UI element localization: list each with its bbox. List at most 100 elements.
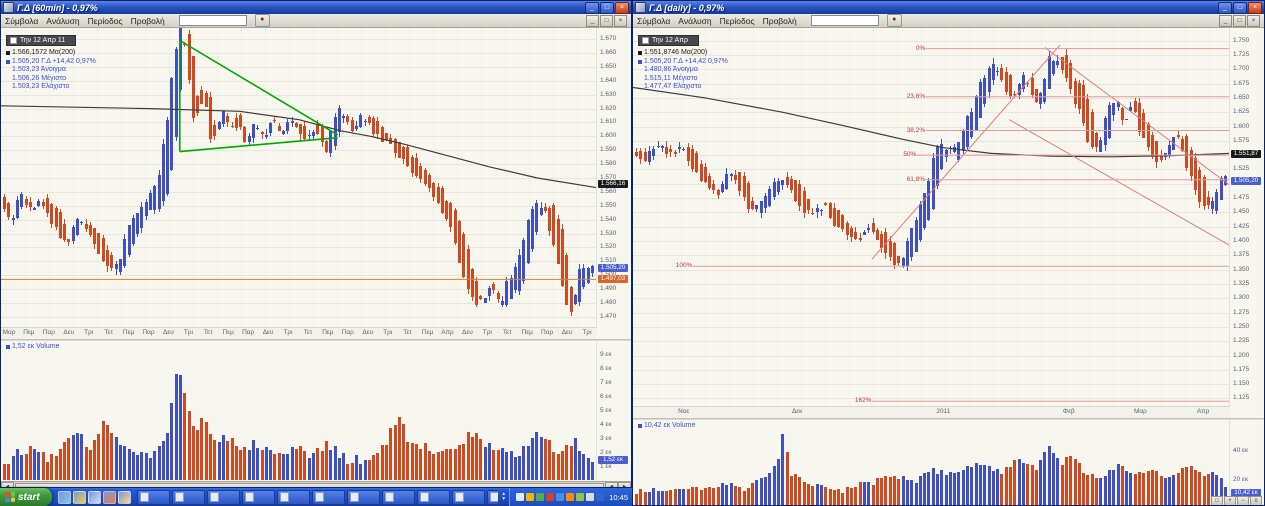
volume-bar	[530, 438, 534, 480]
chart-task-button[interactable]	[206, 489, 240, 505]
taskbar-scroll-arrows[interactable]: ▲ ▼	[501, 492, 506, 502]
start-button[interactable]: start	[0, 488, 52, 506]
grid-line	[873, 28, 874, 407]
zoom-in-button[interactable]: +	[1224, 496, 1236, 505]
tray-icon[interactable]	[586, 493, 595, 501]
media-player-icon[interactable]	[102, 490, 116, 504]
price-tick-label: 1.175	[1233, 365, 1250, 373]
menu-analysis[interactable]: Ανάλυση	[46, 15, 80, 26]
menu-analysis[interactable]: Ανάλυση	[678, 15, 712, 26]
show-desktop-icon[interactable]	[87, 490, 101, 504]
pane-menu-button[interactable]: ≡	[1250, 496, 1262, 505]
volume-bar	[166, 432, 170, 480]
title-bar[interactable]: Γ.Δ [60min] - 0,97% _ □ ×	[1, 1, 631, 14]
title-bar[interactable]: Γ.Δ [daily] - 0,97% _ □ ×	[633, 1, 1264, 14]
legend-date-tab[interactable]: Την 12 Απρ	[638, 35, 699, 46]
minimize-button[interactable]: _	[585, 1, 599, 14]
pane-divider[interactable]	[1, 339, 631, 341]
volume-bar	[1013, 459, 1017, 505]
candle-body	[329, 131, 333, 154]
mdi-restore-button[interactable]: □	[600, 14, 613, 27]
candlestick-plot[interactable]	[1, 28, 597, 328]
symbol-input[interactable]	[178, 15, 247, 26]
chart-task-button[interactable]	[416, 489, 450, 505]
tray-icon[interactable]	[596, 493, 605, 501]
chart-task-button[interactable]	[311, 489, 345, 505]
tray-icon[interactable]	[536, 493, 545, 501]
volume-pane[interactable]: 40 εκ 20 εκ 10,42 εκ 10,42 εκ Volume □ + − ≡	[633, 420, 1264, 505]
scroll-left-icon[interactable]: ◄	[605, 482, 618, 487]
menu-view[interactable]: Προβολή	[130, 15, 165, 26]
tray-icon[interactable]	[566, 493, 575, 501]
scroll-up-icon[interactable]: ▲	[501, 491, 507, 497]
candlestick-plot[interactable]: 0% 23,6% 38,2% 50% 61,8% 100% 162%	[633, 28, 1230, 407]
minimize-button[interactable]: _	[1218, 1, 1232, 14]
fib-level-label: 23,6%	[906, 92, 926, 100]
restore-pane-button[interactable]: □	[1211, 496, 1223, 505]
chart-task-button[interactable]	[486, 489, 499, 505]
volume-bar	[1034, 470, 1038, 505]
volume-bar	[897, 478, 901, 505]
volume-bar	[453, 448, 457, 480]
volume-bar	[273, 453, 277, 480]
symbol-search-icon[interactable]: ●	[254, 14, 270, 27]
volume-bar	[397, 416, 401, 480]
volume-bar	[1133, 474, 1137, 505]
chart-task-button[interactable]	[136, 489, 170, 505]
mail-icon[interactable]	[72, 490, 86, 504]
chart-task-button[interactable]	[171, 489, 205, 505]
close-icon[interactable]: ×	[1248, 1, 1262, 14]
price-chart-pane[interactable]: 1.670 1.660 1.650 1.640 1.630 1.620 1.610 1.600…	[1, 28, 631, 339]
chart-task-button[interactable]	[381, 489, 415, 505]
chart-task-button[interactable]	[346, 489, 380, 505]
menu-symbols[interactable]: Σύμβολα	[5, 15, 39, 26]
folder-icon[interactable]	[117, 490, 131, 504]
candle-body	[582, 267, 586, 288]
volume-bar	[20, 455, 24, 480]
time-tick-label: 2011	[936, 408, 951, 415]
volume-plot[interactable]	[633, 420, 1230, 505]
maximize-button[interactable]: □	[600, 1, 614, 14]
volume-bar	[264, 446, 268, 480]
menu-symbols[interactable]: Σύμβολα	[637, 15, 671, 26]
zoom-out-button[interactable]: −	[1237, 496, 1249, 505]
mdi-minimize-button[interactable]: _	[586, 14, 599, 27]
chart-task-button[interactable]	[241, 489, 275, 505]
volume-bar	[1043, 451, 1047, 505]
tray-icon[interactable]	[546, 493, 555, 501]
mdi-restore-button[interactable]: □	[1233, 14, 1246, 27]
scroll-down-icon[interactable]: ▼	[501, 496, 507, 502]
pane-divider[interactable]	[633, 418, 1264, 420]
menu-period[interactable]: Περίοδος	[719, 15, 755, 26]
close-icon[interactable]: ×	[615, 1, 629, 14]
legend-checkbox-icon[interactable]	[10, 37, 17, 44]
mdi-close-icon[interactable]: ×	[614, 14, 627, 27]
volume-bar	[841, 492, 845, 505]
maximize-button[interactable]: □	[1233, 1, 1247, 14]
tray-icon[interactable]	[576, 493, 585, 501]
scroll-left-icon[interactable]: ◄	[1, 482, 14, 487]
menu-view[interactable]: Προβολή	[762, 15, 797, 26]
tray-icon[interactable]	[526, 493, 535, 501]
browser-icon[interactable]	[57, 490, 71, 504]
menu-period[interactable]: Περίοδος	[87, 15, 123, 26]
volume-plot[interactable]	[1, 341, 597, 481]
volume-bar	[140, 451, 144, 480]
volume-pane[interactable]: 9 εκ 8 εκ 7 εκ 6 εκ 5 εκ 4 εκ 3 εκ 2 εκ 1 εκ 1,52…	[1, 341, 631, 481]
tray-icon[interactable]	[556, 493, 565, 501]
mdi-minimize-button[interactable]: _	[1219, 14, 1232, 27]
symbol-search-icon[interactable]: ●	[886, 14, 902, 27]
chart-task-button[interactable]	[451, 489, 485, 505]
mdi-close-icon[interactable]: ×	[1247, 14, 1260, 27]
scrollbar-thumb[interactable]	[15, 483, 604, 487]
legend-date-tab[interactable]: Την 12 Απρ 11	[6, 35, 77, 46]
chart-task-button[interactable]	[276, 489, 310, 505]
volume-bar	[966, 465, 969, 505]
price-chart-pane[interactable]: 0% 23,6% 38,2% 50% 61,8% 100% 162% 1.750 1.725 1…	[633, 28, 1264, 418]
symbol-input[interactable]	[810, 15, 879, 26]
candle-body	[1176, 134, 1180, 137]
legend-checkbox-icon[interactable]	[642, 37, 649, 44]
tray-icon[interactable]	[516, 493, 525, 501]
horizontal-scrollbar[interactable]: ◄ ◄ ►	[1, 481, 631, 487]
scroll-right-icon[interactable]: ►	[618, 482, 631, 487]
